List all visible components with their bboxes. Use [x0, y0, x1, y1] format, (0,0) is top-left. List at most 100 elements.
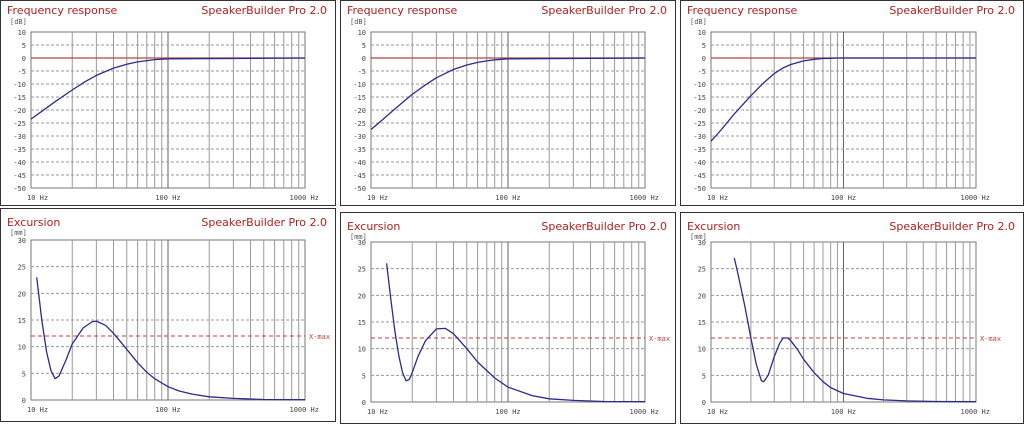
chart-title: Excursion: [347, 220, 401, 233]
x-tick-label: 100 Hz: [831, 194, 856, 202]
y-tick-label: 0: [702, 55, 706, 63]
chart-panel-frequency-response-2: Frequency response SpeakerBuilder Pro 2.…: [340, 0, 676, 206]
y-tick-label: 0: [362, 399, 366, 407]
y-tick-label: 30: [18, 237, 26, 245]
y-tick-label: -35: [13, 146, 26, 154]
y-unit-label: [dB]: [350, 18, 367, 26]
y-tick-label: -40: [13, 159, 26, 167]
excursion-plot: 30 25 20 15 10 5 010 Hz 100 Hz 1000 Hz X-max: [698, 239, 1002, 416]
y-tick-label: 0: [362, 55, 366, 63]
excursion-plot: 30 25 20 15 10 5 010 Hz 100 Hz 1000 Hz X-max: [18, 237, 331, 414]
chart-title: Excursion: [7, 216, 61, 229]
x-tick-label: 1000 Hz: [289, 406, 319, 414]
y-tick-label: 20: [18, 290, 26, 298]
app-name-label: SpeakerBuilder Pro 2.0: [541, 4, 667, 17]
y-tick-label: 30: [698, 239, 706, 247]
x-tick-label: 10 Hz: [367, 194, 388, 202]
y-tick-label: -30: [693, 133, 706, 141]
x-tick-label: 100 Hz: [495, 194, 520, 202]
y-tick-label: -45: [353, 172, 366, 180]
y-tick-label: -50: [13, 185, 26, 193]
y-unit-label: [mm]: [350, 233, 367, 241]
x-tick-label: 100 Hz: [155, 194, 180, 202]
x-tick-label: 10 Hz: [707, 408, 728, 416]
y-unit-label: [mm]: [10, 229, 27, 237]
series-line: [370, 57, 646, 130]
x-tick-label: 1000 Hz: [289, 194, 319, 202]
series-line: [710, 57, 976, 142]
x-tick-label: 1000 Hz: [629, 194, 659, 202]
chart-panel-frequency-response-3: Frequency response SpeakerBuilder Pro 2.…: [680, 0, 1024, 206]
y-unit-label: [mm]: [690, 233, 707, 241]
chart-panel-excursion-1: Excursion SpeakerBuilder Pro 2.0 [mm] 30…: [0, 208, 336, 422]
xmax-label: X-max: [649, 335, 670, 343]
y-tick-label: -5: [698, 68, 706, 76]
y-tick-label: -50: [693, 185, 706, 193]
x-tick-label: 1000 Hz: [960, 194, 990, 202]
xmax-label: X-max: [980, 335, 1001, 343]
y-tick-label: -10: [13, 81, 26, 89]
x-tick-label: 1000 Hz: [960, 408, 990, 416]
y-tick-label: -30: [353, 133, 366, 141]
y-tick-label: 15: [358, 319, 366, 327]
y-tick-label: 10: [18, 344, 26, 352]
x-tick-label: 1000 Hz: [629, 408, 659, 416]
y-tick-label: -10: [693, 81, 706, 89]
y-tick-label: -35: [693, 146, 706, 154]
chart-title: Frequency response: [687, 4, 798, 17]
y-tick-label: 15: [18, 317, 26, 325]
series-line: [733, 257, 977, 403]
y-tick-label: -20: [693, 107, 706, 115]
chart-panel-excursion-2: Excursion SpeakerBuilder Pro 2.0 [mm] 30…: [340, 212, 676, 424]
y-unit-label: [dB]: [690, 18, 707, 26]
chart-title: Excursion: [687, 220, 741, 233]
y-tick-label: 0: [22, 397, 26, 405]
excursion-plot: 30 25 20 15 10 5 010 Hz 100 Hz 1000 Hz X-max: [358, 239, 671, 416]
y-tick-label: -15: [353, 94, 366, 102]
y-tick-label: -40: [353, 159, 366, 167]
app-name-label: SpeakerBuilder Pro 2.0: [201, 216, 327, 229]
app-name-label: SpeakerBuilder Pro 2.0: [201, 4, 327, 17]
y-tick-label: 5: [22, 42, 26, 50]
x-tick-label: 100 Hz: [831, 408, 856, 416]
y-tick-label: 25: [18, 264, 26, 272]
app-name-label: SpeakerBuilder Pro 2.0: [541, 220, 667, 233]
chart-title: Frequency response: [347, 4, 458, 17]
y-tick-label: -15: [693, 94, 706, 102]
x-tick-label: 10 Hz: [27, 194, 48, 202]
chart-panel-excursion-3: Excursion SpeakerBuilder Pro 2.0 [mm] 30…: [680, 212, 1024, 424]
series-line: [30, 57, 306, 120]
y-tick-label: 5: [702, 42, 706, 50]
app-name-label: SpeakerBuilder Pro 2.0: [889, 4, 1015, 17]
chart-title: Frequency response: [7, 4, 118, 17]
y-tick-label: 15: [698, 319, 706, 327]
y-tick-label: 10: [18, 29, 26, 37]
series-line: [385, 263, 646, 403]
x-tick-label: 10 Hz: [27, 406, 48, 414]
y-tick-label: 25: [698, 266, 706, 274]
y-tick-label: -25: [693, 120, 706, 128]
series-line: [36, 277, 306, 401]
y-tick-label: 25: [358, 266, 366, 274]
y-tick-label: -45: [13, 172, 26, 180]
x-tick-label: 100 Hz: [495, 408, 520, 416]
y-tick-label: 20: [698, 292, 706, 300]
x-tick-label: 100 Hz: [155, 406, 180, 414]
y-tick-label: -40: [693, 159, 706, 167]
y-tick-label: 10: [358, 346, 366, 354]
y-tick-label: 20: [358, 292, 366, 300]
xmax-label: X-max: [309, 333, 330, 341]
y-tick-label: 30: [358, 239, 366, 247]
y-tick-label: 0: [22, 55, 26, 63]
y-unit-label: [dB]: [10, 18, 27, 26]
x-tick-label: 10 Hz: [367, 408, 388, 416]
app-name-label: SpeakerBuilder Pro 2.0: [889, 220, 1015, 233]
y-tick-label: 10: [698, 346, 706, 354]
y-tick-label: -15: [13, 94, 26, 102]
y-tick-label: 10: [698, 29, 706, 37]
chart-panel-frequency-response-1: Frequency response SpeakerBuilder Pro 2.…: [0, 0, 336, 206]
y-tick-label: 5: [702, 372, 706, 380]
y-tick-label: 0: [702, 399, 706, 407]
